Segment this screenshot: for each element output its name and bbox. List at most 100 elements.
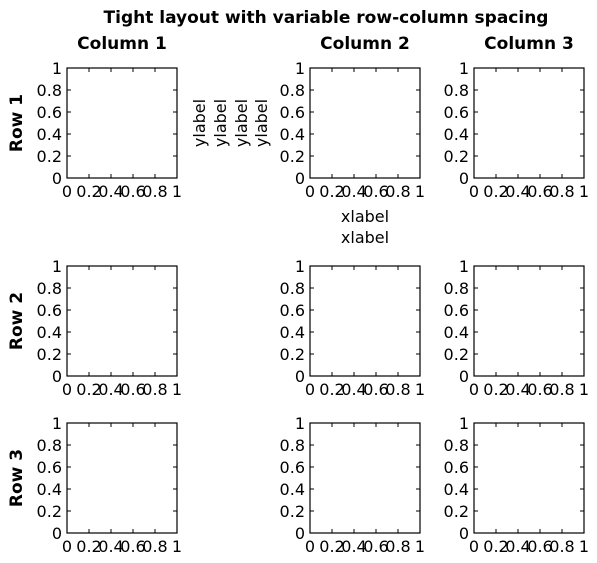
x-tick-label: 0.8 [142,537,167,556]
extra-ylabel-4: ylabel [252,99,271,147]
y-tick-label: 0.4 [280,323,305,342]
extra-xlabel-2: xlabel [341,228,389,247]
axes-grid: Column 1 Column 2 Column 3 Row 1 Row 2 Row 3 0… [7,34,589,556]
y-tick-label: 0.4 [37,480,62,499]
y-tick-label: 1 [459,414,469,433]
y-tick-label: 0.2 [37,345,62,364]
x-tick-label: 1 [415,380,425,399]
figure-title: Tight layout with variable row-column sp… [104,8,549,28]
extra-ylabel-1: ylabel [190,99,209,147]
row-label-1: Row 1 [7,94,27,152]
x-tick-label: 1 [415,537,425,556]
y-tick-label: 0.2 [444,502,469,521]
subplot-r3-c3: 0 0.20.40.60.8 100.20.40.60.81 [444,414,590,556]
axes-frame [67,423,177,533]
axes-frame [474,266,584,376]
y-tick-label: 0.2 [280,502,305,521]
x-tick-label: 1 [172,182,182,201]
subplot-r1-c3: 0 0.20.40.60.8 100.20.40.60.81 [444,59,590,201]
x-tick-label: 0.8 [549,537,574,556]
subplot-r2-c3: 0 0.20.40.60.8 100.20.40.60.81 [444,257,590,399]
y-tick-label: 0.2 [444,345,469,364]
axes-frame [310,423,420,533]
y-tick-label: 0.4 [444,125,469,144]
y-tick-label: 1 [52,414,62,433]
y-tick-label: 0 [459,169,469,188]
axes-frame [67,266,177,376]
y-tick-label: 0.4 [444,480,469,499]
x-tick-label: 0 [305,182,315,201]
column-title-2: Column 2 [320,34,410,54]
x-tick-label: 0 [62,380,72,399]
axes-frame [474,423,584,533]
extra-ylabel-3: ylabel [232,99,251,147]
row-label-2: Row 2 [7,292,27,350]
x-tick-label: 1 [172,537,182,556]
row-label-3: Row 3 [7,449,27,507]
y-tick-label: 0.4 [37,323,62,342]
y-tick-label: 0.2 [444,147,469,166]
x-tick-label: 1 [579,380,589,399]
x-tick-label: 0.8 [142,182,167,201]
subplot-r2-c1: 0 0.20.40.60.8 100.20.40.60.81 [37,257,183,399]
x-tick-label: 0.8 [385,182,410,201]
column-title-3: Column 3 [484,34,574,54]
y-tick-label: 0.8 [444,81,469,100]
y-tick-label: 0.2 [280,345,305,364]
y-tick-label: 0.8 [37,81,62,100]
y-tick-label: 0.4 [280,480,305,499]
subplot-r3-c2: 0 0.20.40.60.8 100.20.40.60.81 [280,414,426,556]
y-tick-label: 0.2 [37,147,62,166]
x-tick-label: 0 [469,380,479,399]
extra-xlabel-1: xlabel [341,207,389,226]
x-tick-label: 0.8 [385,537,410,556]
x-tick-label: 0 [62,182,72,201]
y-tick-label: 0 [295,367,305,386]
axes-frame [67,68,177,178]
y-tick-label: 0.6 [37,103,62,122]
x-tick-label: 0 [62,537,72,556]
y-tick-label: 0.8 [444,279,469,298]
subplot-r1-c2: 0 0.20.40.60.8 100.20.40.60.81 [280,59,426,201]
x-tick-label: 1 [172,380,182,399]
x-tick-label: 1 [415,182,425,201]
axes-frame [474,68,584,178]
x-tick-label: 1 [579,182,589,201]
y-tick-label: 1 [459,257,469,276]
y-tick-label: 0.8 [37,279,62,298]
x-tick-label: 0.8 [385,380,410,399]
y-tick-label: 1 [295,257,305,276]
y-tick-label: 0.8 [280,436,305,455]
y-tick-label: 0.6 [37,301,62,320]
y-tick-label: 0 [52,367,62,386]
y-tick-label: 0.6 [280,458,305,477]
column-title-1: Column 1 [77,34,167,54]
x-tick-label: 0 [469,537,479,556]
y-tick-label: 0.6 [444,103,469,122]
x-tick-label: 0.8 [142,380,167,399]
y-tick-label: 0.6 [37,458,62,477]
y-tick-label: 1 [52,257,62,276]
y-tick-label: 0.6 [280,301,305,320]
y-tick-label: 0.4 [37,125,62,144]
x-tick-label: 0.8 [549,182,574,201]
y-tick-label: 0.8 [444,436,469,455]
y-tick-label: 0 [52,169,62,188]
x-tick-label: 1 [579,537,589,556]
y-tick-label: 0.6 [280,103,305,122]
x-tick-label: 0 [469,182,479,201]
y-tick-label: 0.6 [444,301,469,320]
y-tick-label: 0.4 [280,125,305,144]
y-tick-label: 0.8 [37,436,62,455]
y-tick-label: 1 [52,59,62,78]
y-tick-label: 1 [459,59,469,78]
y-tick-label: 0 [459,367,469,386]
x-tick-label: 0.8 [549,380,574,399]
y-tick-label: 0 [295,524,305,543]
subplot-r3-c1: 0 0.20.40.60.8 100.20.40.60.81 [37,414,183,556]
subplot-r1-c1: 0 0.20.40.60.8 100.20.40.60.81 [37,59,183,201]
y-tick-label: 0 [295,169,305,188]
axes-frame [310,266,420,376]
y-tick-label: 0.2 [280,147,305,166]
